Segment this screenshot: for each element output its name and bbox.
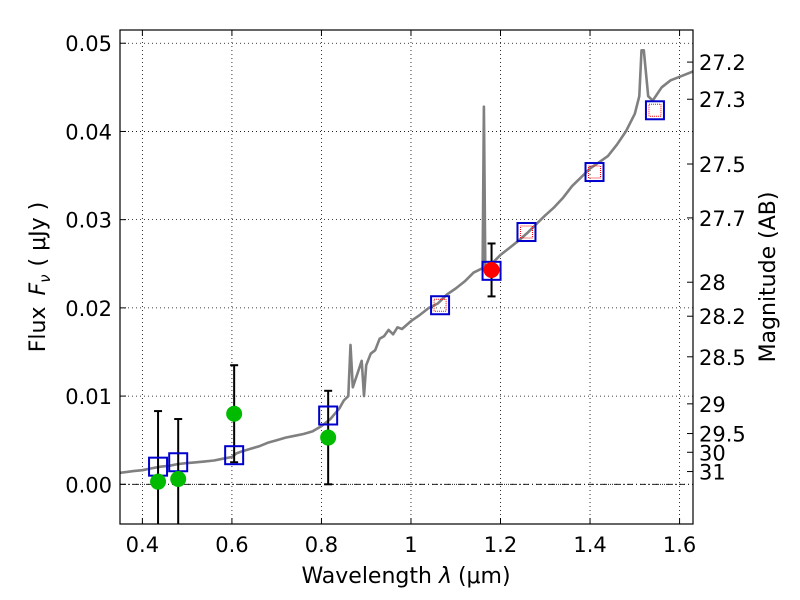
- y-tick-label: 0.03: [65, 209, 112, 233]
- mag-tick-label: 27.3: [699, 88, 746, 112]
- photometry-inner-square: [588, 165, 602, 179]
- x-axis-label: Wavelength λ (μm): [301, 564, 510, 589]
- mag-tick-label: 28.2: [699, 305, 746, 329]
- mag-tick-label: 27.2: [699, 51, 746, 75]
- mag-tick-label: 28.5: [699, 346, 746, 370]
- mag-tick-label: 27.5: [699, 153, 746, 177]
- x-ticks: 0.4 0.6 0.8 1 1.2 1.4 1.6: [126, 30, 696, 557]
- mag-tick-label: 28: [699, 271, 726, 295]
- mag-tick-label: 27.7: [699, 207, 746, 231]
- y-tick-label: 0.02: [65, 297, 112, 321]
- y-tick-label: 0.05: [65, 32, 112, 56]
- x-tick-label: 1.4: [573, 533, 606, 557]
- y-axis-label-symbol: F: [26, 282, 51, 295]
- y-axis-label: Flux Fν ( μJy ): [26, 202, 54, 352]
- x-tick-label: 0.8: [305, 533, 338, 557]
- y-tick-label: 0.01: [65, 385, 112, 409]
- upper-limit-point: [170, 471, 187, 488]
- axes-frame: [119, 29, 694, 525]
- y-axis-label-prefix: Flux: [26, 299, 51, 352]
- mag-tick-label: 29: [699, 393, 726, 417]
- model-photometry-square: [430, 295, 451, 316]
- model-photometry-square: [224, 445, 245, 466]
- plot-area: [120, 48, 693, 524]
- x-tick-label: 0.4: [126, 533, 159, 557]
- mag-tick-label: 31: [699, 461, 726, 485]
- upper-limit-point: [320, 429, 337, 446]
- detection-point: [483, 261, 500, 278]
- y-tick-label: 0.00: [65, 473, 112, 497]
- mag-tick-label: 30: [699, 441, 726, 465]
- photometry-inner-square: [433, 298, 447, 312]
- y-ticks: 0.00 0.01 0.02 0.03 0.04 0.05: [65, 32, 126, 497]
- model-photometry-square: [481, 260, 502, 281]
- mag-tick-label: 29.5: [699, 423, 746, 447]
- upper-limit-point: [150, 473, 167, 490]
- model-photometry-square: [318, 405, 339, 426]
- upper-limit-point: [226, 405, 243, 422]
- x-tick-label: 1: [404, 533, 417, 557]
- model-photometry-square: [516, 222, 537, 243]
- x-axis-label-symbol: λ: [438, 564, 452, 589]
- x-tick-label: 1.6: [663, 533, 696, 557]
- model-photometry-square: [644, 100, 665, 121]
- x-tick-label: 0.6: [215, 533, 248, 557]
- spectrum-line: [120, 48, 693, 475]
- grid-lines: [120, 30, 693, 524]
- x-axis-label-prefix: Wavelength: [301, 564, 439, 589]
- y-tick-label: 0.04: [65, 120, 112, 144]
- photometry-inner-square: [519, 225, 533, 239]
- y-axis-label-unit: ( μJy ): [26, 202, 51, 267]
- model-photometry-square: [584, 162, 605, 183]
- y2-axis-label: Magnitude (AB): [756, 192, 781, 363]
- x-axis-label-unit: (μm): [458, 564, 511, 589]
- photometry-inner-square: [648, 103, 662, 117]
- y-axis-label-sub: ν: [36, 274, 54, 282]
- x-tick-label: 1.2: [484, 533, 517, 557]
